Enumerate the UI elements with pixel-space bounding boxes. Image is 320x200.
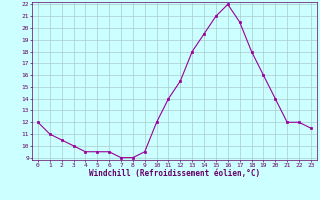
X-axis label: Windchill (Refroidissement éolien,°C): Windchill (Refroidissement éolien,°C) bbox=[89, 169, 260, 178]
